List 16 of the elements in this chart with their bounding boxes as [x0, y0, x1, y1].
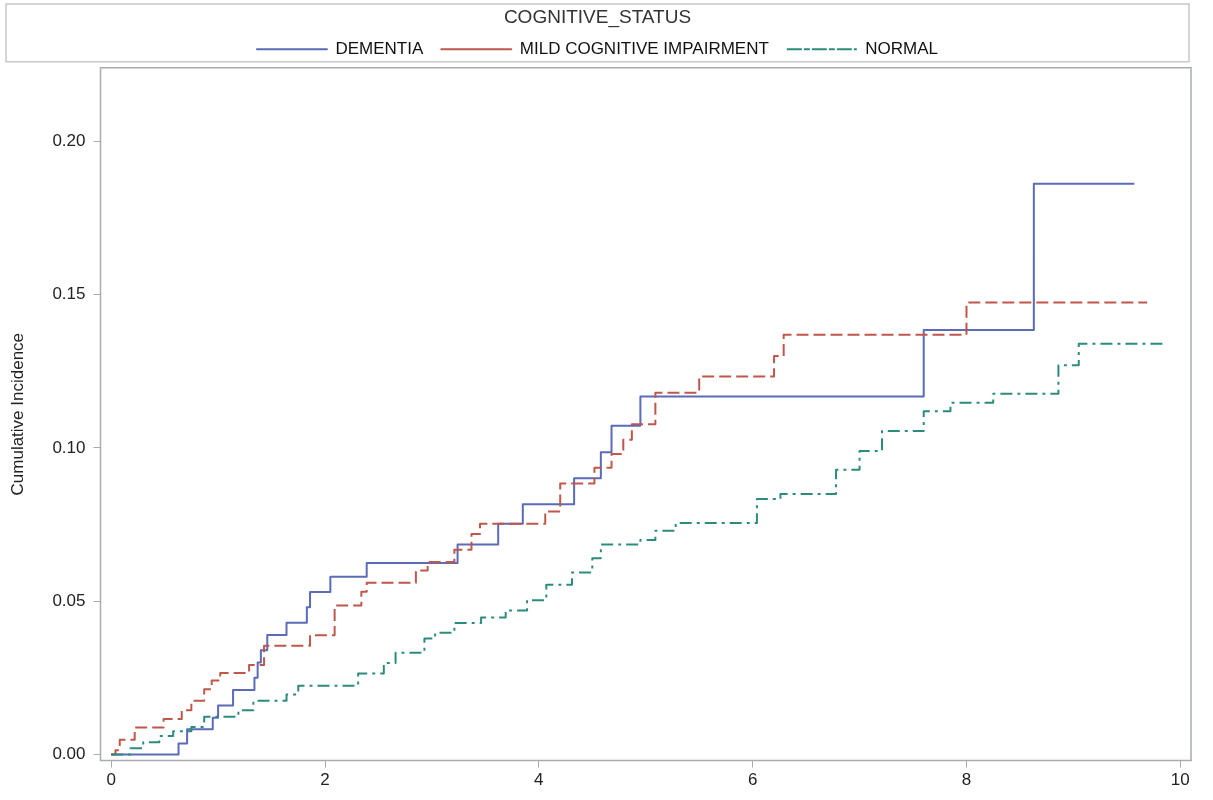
x-tick-label: 4	[534, 770, 544, 790]
x-tick-label: 2	[320, 770, 330, 790]
y-tick-label: 0.20	[52, 131, 86, 151]
y-tick-label: 0.15	[52, 284, 86, 304]
legend-label: MILD COGNITIVE IMPAIRMENT	[519, 38, 769, 58]
y-tick-label: 0.00	[52, 744, 86, 764]
y-axis-title: Cumulative Incidence	[7, 332, 27, 496]
x-tick-label: 0	[106, 770, 116, 790]
x-tick-label: 10	[1170, 770, 1190, 790]
x-tick-label: 6	[747, 770, 758, 790]
y-tick-label: 0.05	[52, 590, 86, 610]
legend-label: DEMENTIA	[335, 38, 424, 58]
y-tick-label: 0.10	[52, 437, 86, 457]
legend-label: NORMAL	[865, 38, 939, 58]
x-tick-label: 8	[961, 770, 972, 790]
legend-title: COGNITIVE_STATUS	[503, 5, 692, 28]
